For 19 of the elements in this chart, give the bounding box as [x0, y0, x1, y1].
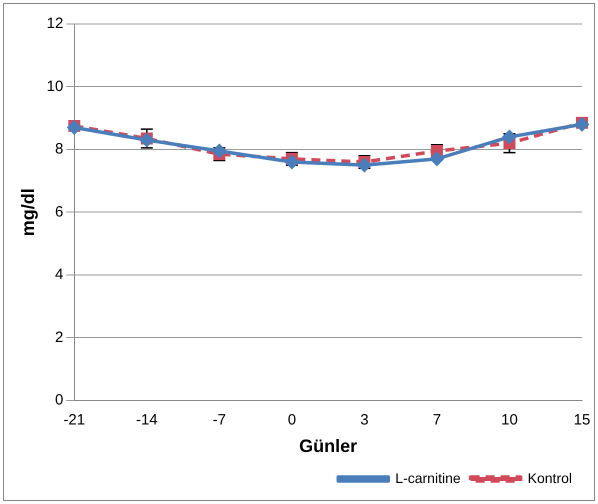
x-tick-label: 10 [501, 412, 518, 429]
y-tick-label: 10 [46, 78, 64, 95]
x-axis-title: Günler [299, 436, 358, 456]
y-tick-label: 2 [54, 328, 64, 346]
x-tick-label: 3 [360, 412, 369, 429]
y-axis-title: mg/dl [18, 188, 38, 236]
legend-label: Kontrol [528, 470, 572, 486]
y-tick-label: 12 [46, 15, 64, 32]
y-tick-label: 4 [54, 266, 64, 284]
legend-label: L-carnitine [395, 470, 461, 486]
x-tick-label: 7 [432, 412, 442, 429]
x-tick-label: 15 [574, 412, 590, 429]
x-tick-label: 0 [288, 412, 296, 429]
x-tick-label: -7 [212, 412, 226, 429]
x-tick-label: -14 [136, 412, 158, 429]
x-tick-label: -21 [63, 412, 86, 429]
y-tick-label: 0 [54, 392, 64, 409]
y-tick-label: 8 [54, 140, 64, 158]
y-tick-label: 6 [54, 203, 64, 220]
